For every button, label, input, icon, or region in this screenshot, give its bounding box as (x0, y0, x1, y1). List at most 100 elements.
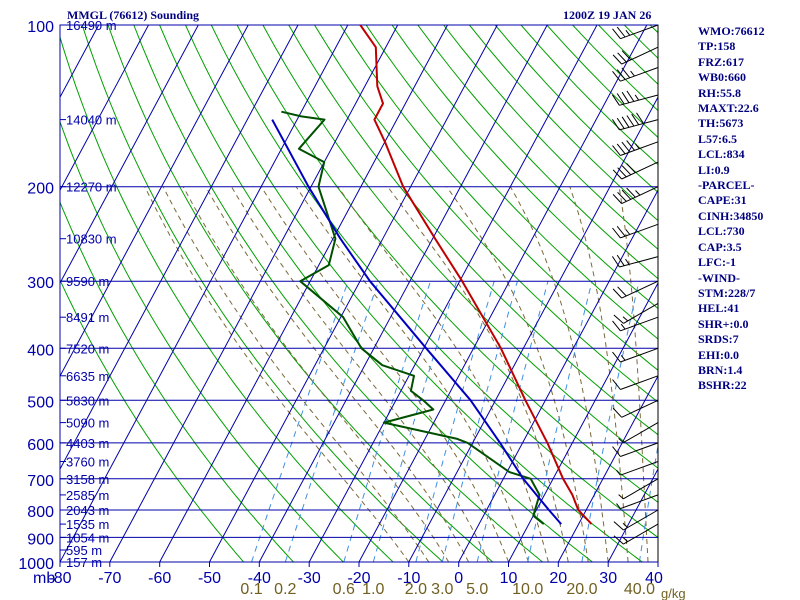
sounding-indices-panel: WMO:76612 TP:158 FRZ:617 WB0:660 RH:55.8 MAXT… (698, 24, 765, 394)
wind-barb-flag (611, 94, 620, 106)
wind-barb-staff (620, 316, 659, 332)
height-label: 12270 m (66, 180, 117, 195)
wind-barb-half (625, 229, 631, 235)
pressure-label: 500 (27, 394, 54, 411)
index-item: RH:55.8 (698, 85, 741, 100)
wind-barb-staff (621, 280, 659, 299)
mixing-ratio-label: 40.0 (624, 581, 655, 598)
wind-barb-flag (612, 194, 623, 204)
temperature-tick-label: -20 (347, 570, 370, 587)
wind-barb-half (635, 190, 641, 196)
height-label: 9590 m (66, 274, 109, 289)
mixing-ratio-line (284, 281, 379, 562)
pressure-label: 100 (27, 19, 54, 36)
wind-barb (612, 442, 659, 457)
temperature-tick-label: -50 (198, 570, 221, 587)
dry-adiabat-line (60, 120, 344, 562)
wind-barb (612, 161, 659, 180)
isotherm-line (557, 374, 658, 562)
moist-adiabat-line (337, 186, 549, 562)
wind-barb (612, 347, 659, 363)
wind-barb-half (620, 354, 626, 361)
wind-barb-flag (612, 379, 621, 390)
index-item: LI:0.9 (698, 162, 730, 177)
index-item: CAP:3.5 (698, 239, 742, 254)
mixing-ratio-line (476, 281, 549, 562)
wind-barb-staff (620, 223, 659, 239)
wind-barb-staff (623, 422, 659, 444)
isotherm-line (60, 25, 299, 471)
wind-barb-flag (612, 227, 621, 239)
wind-barb (613, 523, 659, 545)
temperature-tick-label: -80 (48, 570, 71, 587)
wind-barb-flag (611, 256, 620, 268)
dewpoint-trace (281, 110, 545, 525)
mixing-ratio-line (581, 281, 640, 562)
isotherm-line (358, 25, 648, 562)
index-item: HEL:41 (698, 301, 740, 316)
wind-barb-staff (623, 523, 659, 545)
wind-barb-flag (613, 535, 624, 545)
height-label: 1054 m (66, 530, 109, 545)
dry-adiabat-line (779, 25, 800, 562)
height-label: 2585 m (66, 488, 109, 503)
wind-barb-half (625, 258, 630, 265)
index-item: WMO:76612 (698, 24, 765, 38)
mixing-ratio-label: 0.6 (333, 581, 355, 598)
wind-barb-half (616, 469, 621, 476)
dry-adiabat-line (314, 25, 658, 403)
temperature-tick-label: -40 (248, 570, 271, 587)
mixing-ratio-label: 0.1 (240, 581, 262, 598)
height-label: 5090 m (66, 416, 109, 431)
mixing-ratio-label: 5.0 (466, 581, 488, 598)
wind-barb (612, 24, 659, 40)
wind-barb-flag (636, 112, 644, 124)
wind-barb-flag (612, 351, 621, 363)
pressure-label: 900 (27, 531, 54, 548)
wind-barb (612, 140, 659, 156)
wind-barb-flag (626, 163, 636, 173)
wind-barb-half (622, 316, 629, 322)
height-label: 8491 m (66, 310, 109, 325)
wind-barb-staff (620, 67, 659, 82)
index-item: WB0:660 (698, 70, 746, 85)
index-item: -PARCEL- (698, 178, 755, 193)
wind-barb (611, 254, 659, 268)
wind-barb-staff (621, 186, 659, 205)
index-item: SRDS:7 (698, 332, 739, 347)
wind-barb-staff (621, 46, 659, 65)
wind-barb (612, 316, 659, 332)
wind-barb-flag (612, 70, 621, 82)
wind-barb-flag (613, 314, 624, 324)
isotherm-line (60, 25, 349, 562)
index-item: CINH:34850 (698, 208, 764, 223)
pressure-unit-label: mb (33, 570, 55, 587)
wind-barb (613, 509, 659, 531)
wind-barb-half (625, 29, 631, 36)
wind-barb-staff (620, 141, 659, 156)
wind-barb (611, 90, 659, 106)
wind-barb (616, 461, 659, 476)
parcel-trace (271, 119, 562, 525)
isotherm-line (209, 25, 498, 562)
wind-barb-half (618, 438, 624, 443)
mixing-ratio-label: 1.0 (362, 581, 384, 598)
isotherm-line (308, 25, 598, 562)
dry-adiabat-line (107, 25, 494, 562)
wind-barb-staff (620, 347, 659, 363)
wind-barb-flag (612, 320, 621, 332)
station-title: MMGL (76612) Sounding (67, 8, 200, 22)
wind-barb-half (620, 323, 626, 330)
moist-adiabat-line (162, 186, 430, 562)
wind-barb-staff (623, 509, 659, 531)
isotherm-line (458, 189, 658, 562)
mixing-ratio-label: 2.0 (405, 581, 427, 598)
temperature-tick-label: 0 (454, 570, 463, 587)
temperature-tick-label: -70 (98, 570, 121, 587)
wind-barb-flag (617, 167, 627, 178)
height-label: 4403 m (66, 436, 109, 451)
temperature-tick-label: -10 (397, 570, 420, 587)
wind-barb-half (616, 503, 621, 509)
height-label: 1535 m (66, 517, 109, 532)
wind-barb-flag (612, 28, 621, 40)
